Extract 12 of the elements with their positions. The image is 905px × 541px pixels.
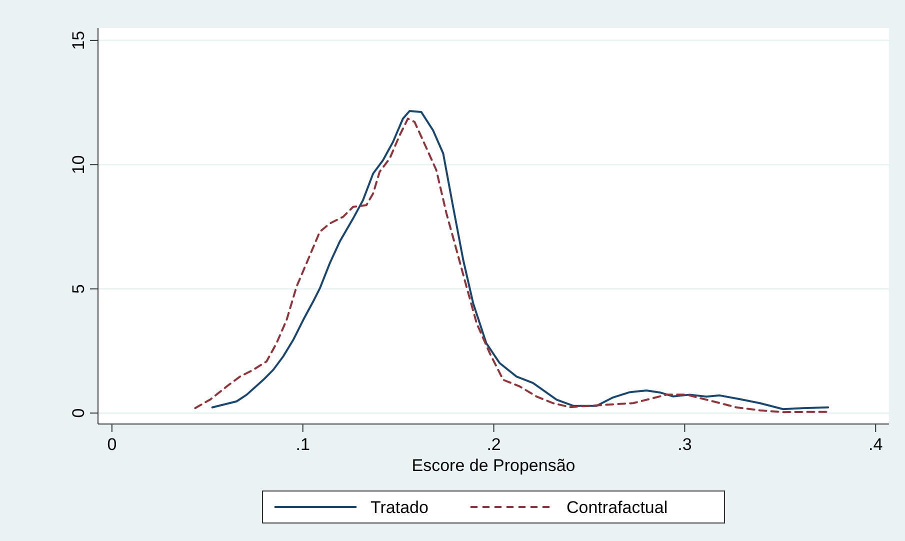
x-tick-label: .4 bbox=[868, 435, 883, 454]
x-tick-label: .3 bbox=[678, 435, 692, 454]
x-tick-label: 0 bbox=[107, 435, 117, 454]
legend-label: Contrafactual bbox=[566, 498, 668, 517]
y-tick-label: 15 bbox=[69, 30, 88, 50]
x-axis-title: Escore de Propensão bbox=[412, 456, 576, 475]
x-tick-label: .1 bbox=[296, 435, 310, 454]
y-tick-label: 5 bbox=[69, 284, 88, 294]
y-tick-label: 10 bbox=[69, 155, 88, 174]
legend-label: Tratado bbox=[370, 498, 428, 517]
y-tick-label: 0 bbox=[69, 408, 88, 418]
x-tick-label: .2 bbox=[486, 435, 501, 454]
